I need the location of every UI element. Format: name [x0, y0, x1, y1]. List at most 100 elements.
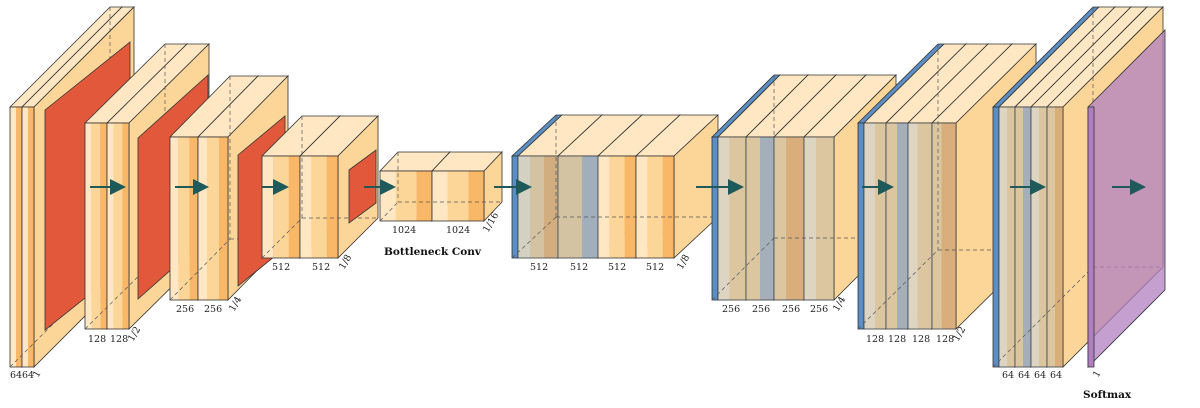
dec-block-2	[711, 74, 897, 301]
dec4-conv-a-stripe	[1007, 107, 1015, 367]
dec1-conv-d-outline	[635, 155, 675, 259]
dec3-conv-a-stripe	[875, 123, 886, 329]
channel-label: 512	[530, 262, 548, 273]
conv-1024b-stripe	[468, 171, 484, 221]
conv-512b-stripe	[300, 156, 312, 258]
skip-overlay	[518, 156, 598, 258]
conv-1024a-stripe	[416, 171, 432, 221]
channel-label: 1024	[446, 225, 470, 236]
unpool-layer-3	[857, 122, 865, 330]
dec1-conv-b-stripe	[582, 156, 598, 258]
conv-256a-stripe	[178, 137, 190, 300]
dec4-conv-d-stripe	[1055, 107, 1063, 367]
channel-label: 1024	[392, 225, 416, 236]
channel-label: 512	[272, 262, 290, 273]
skip-overlay	[864, 123, 956, 329]
dec4-conv-d-outline	[1046, 106, 1064, 368]
channel-label: 256	[722, 304, 740, 315]
dec2-conv-d-stripe	[816, 137, 834, 300]
dec3-conv-c-stripe	[908, 123, 918, 329]
dec1-conv-c-stripe	[598, 156, 610, 258]
conv-64a-stripe	[16, 107, 22, 367]
dec2-conv-c-stripe	[786, 137, 804, 300]
channel-label: 256	[810, 304, 828, 315]
conv-128b-outline	[106, 122, 130, 330]
conv-256b-stripe	[219, 137, 228, 300]
conv-1024b-stripe	[432, 171, 448, 221]
dec3-conv-b-stripe	[897, 123, 908, 329]
conv-128a-stripe	[85, 123, 92, 329]
dec4-conv-a-stripe	[999, 107, 1007, 367]
dec3-conv-b-stripe	[886, 123, 897, 329]
conv-256b-outline	[197, 136, 229, 301]
unpool-layer-4	[992, 106, 1000, 368]
dec3-conv-d-stripe	[932, 123, 942, 329]
hidden-edge	[857, 249, 939, 330]
dec1-conv-c-stripe	[609, 156, 625, 258]
channel-label: 512	[646, 262, 664, 273]
enc-block-4	[261, 115, 379, 259]
softmax-caption: Softmax	[1083, 389, 1132, 401]
conv-512a-stripe	[288, 156, 300, 258]
hidden-edge	[711, 237, 775, 301]
hidden-edge	[992, 266, 1094, 368]
skip-overlay	[999, 107, 1063, 367]
dec1-conv-d-stripe	[647, 156, 663, 258]
bottleneck	[379, 150, 503, 223]
dec1-conv-a-stripe	[530, 156, 544, 258]
channel-label: 1	[1091, 369, 1104, 380]
dec3-conv-c-stripe	[917, 123, 932, 329]
channel-label: 64	[1018, 370, 1030, 381]
channel-label: 128	[936, 334, 954, 345]
conv-1024a-stripe	[395, 171, 417, 221]
channel-label: 512	[312, 262, 330, 273]
channel-label: 128	[88, 334, 106, 345]
dec2-conv-b-stripe	[760, 137, 774, 300]
dec4-conv-c-stripe	[1039, 107, 1047, 367]
dec2-conv-a-stripe	[718, 137, 730, 300]
dec4-conv-c-stripe	[1031, 107, 1039, 367]
softmax-front	[1087, 106, 1095, 368]
conv-256a-stripe	[189, 137, 198, 300]
dec3-conv-d-outline	[931, 122, 957, 330]
conv-64b-stripe	[22, 107, 28, 367]
channel-label: 256	[176, 304, 194, 315]
dec4-conv-b-stripe	[1023, 107, 1031, 367]
channel-label: 64	[1002, 370, 1014, 381]
conv-512b-stripe	[311, 156, 327, 258]
dec4-conv-d-stripe	[1047, 107, 1055, 367]
channel-label: 128	[888, 334, 906, 345]
conv-128a-stripe	[100, 123, 107, 329]
pool-layer-4	[348, 149, 377, 224]
dec2-conv-c-stripe	[774, 137, 786, 300]
conv-1024b-stripe	[447, 171, 469, 221]
channel-label: 128	[110, 334, 128, 345]
dec1-conv-b-stripe	[558, 156, 582, 258]
dec2-conv-b-stripe	[746, 137, 760, 300]
dec3-conv-a-stripe	[864, 123, 875, 329]
hidden-edge	[169, 238, 231, 301]
conv-128b-stripe	[113, 123, 123, 329]
dec1-conv-d-stripe	[662, 156, 674, 258]
conv-512b-stripe	[326, 156, 338, 258]
channel-label: 256	[752, 304, 770, 315]
channel-label: 1/8	[675, 253, 692, 272]
dec4-conv-b-stripe	[1015, 107, 1023, 367]
conv-128b-stripe	[107, 123, 114, 329]
channel-label: 512	[608, 262, 626, 273]
hidden-edge	[261, 217, 303, 259]
hidden-edge	[511, 216, 557, 259]
dec1-conv-d-stripe	[636, 156, 648, 258]
dec3-conv-d-stripe	[941, 123, 956, 329]
dec2-conv-d-stripe	[804, 137, 816, 300]
channel-label: 256	[204, 304, 222, 315]
enc-block-2	[84, 43, 210, 330]
channel-label: 512	[570, 262, 588, 273]
dec1-conv-a-stripe	[544, 156, 558, 258]
conv-256b-stripe	[198, 137, 207, 300]
channel-label: 128	[912, 334, 930, 345]
conv-256b-stripe	[207, 137, 219, 300]
dec-block-1	[510, 114, 720, 259]
conv-128b-stripe	[122, 123, 129, 329]
